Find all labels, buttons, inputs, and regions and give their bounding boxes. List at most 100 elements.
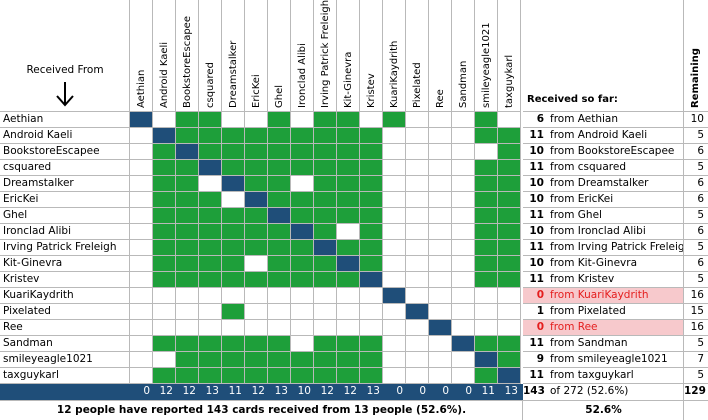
received-cell (199, 208, 222, 224)
empty-cell (360, 304, 383, 320)
row-name: Kristev (0, 272, 130, 288)
received-from-text: from Pixelated (546, 304, 684, 320)
received-cell (475, 256, 498, 272)
empty-cell (429, 176, 452, 192)
received-cell (314, 112, 337, 128)
self-cell (475, 352, 498, 368)
received-cell (291, 256, 314, 272)
empty-cell (452, 192, 475, 208)
empty-cell (130, 208, 153, 224)
remaining-count: 5 (684, 240, 708, 256)
column-total: 11 (228, 385, 242, 397)
empty-cell (475, 144, 498, 160)
received-cell (199, 128, 222, 144)
remaining-count: 5 (684, 368, 708, 384)
received-cell (222, 256, 245, 272)
column-header-label: taxguykarl (504, 54, 515, 108)
received-cell (291, 240, 314, 256)
empty-cell (452, 368, 475, 384)
empty-cell (452, 208, 475, 224)
received-cell (360, 336, 383, 352)
remaining-count: 16 (684, 288, 708, 304)
received-cell (199, 368, 222, 384)
empty-cell (406, 320, 429, 336)
received-count: 11 (523, 368, 546, 384)
received-count: 11 (523, 240, 546, 256)
received-cell (268, 240, 291, 256)
row-name: Aethian (0, 112, 130, 128)
column-header-label: Android Kaeli (159, 41, 170, 108)
column-total: 11 (481, 385, 495, 397)
received-count: 0 (523, 320, 546, 336)
empty-cell (406, 368, 429, 384)
received-from-text: from smileyeagle1021 (546, 352, 684, 368)
empty-cell (406, 240, 429, 256)
received-from-text: from Ironclad Alibi (546, 224, 684, 240)
footer-divider (522, 400, 523, 420)
received-cell (222, 208, 245, 224)
received-cell (222, 224, 245, 240)
received-cell (360, 256, 383, 272)
summary-text: 12 people have reported 143 cards receiv… (56, 404, 467, 416)
remaining-count: 5 (684, 336, 708, 352)
received-cell (153, 368, 176, 384)
received-cell (245, 240, 268, 256)
column-total: 13 (366, 385, 380, 397)
received-cell (475, 272, 498, 288)
empty-cell (291, 304, 314, 320)
empty-cell (406, 352, 429, 368)
empty-cell (337, 320, 360, 336)
empty-cell (452, 160, 475, 176)
empty-cell (130, 224, 153, 240)
received-from-text: from Irving Patrick Freleigh (546, 240, 684, 256)
column-header: KuariKaydrith (383, 0, 406, 112)
empty-cell (130, 352, 153, 368)
received-cell (291, 352, 314, 368)
received-cell (498, 272, 521, 288)
received-cell (199, 336, 222, 352)
column-header-label: Ghel (274, 84, 285, 108)
empty-cell (452, 272, 475, 288)
received-cell (222, 352, 245, 368)
received-cell (314, 208, 337, 224)
empty-cell (383, 240, 406, 256)
received-cell (245, 144, 268, 160)
empty-cell (406, 208, 429, 224)
received-count: 10 (523, 256, 546, 272)
received-cell (153, 208, 176, 224)
empty-cell (429, 256, 452, 272)
received-cell (176, 112, 199, 128)
empty-cell (429, 240, 452, 256)
received-cell (314, 368, 337, 384)
empty-cell (245, 256, 268, 272)
received-cell (475, 192, 498, 208)
received-cell (222, 336, 245, 352)
row-name: Sandman (0, 336, 130, 352)
received-cell (291, 144, 314, 160)
row-name: Pixelated (0, 304, 130, 320)
empty-cell (406, 112, 429, 128)
received-cell (199, 240, 222, 256)
empty-cell (406, 272, 429, 288)
column-header: smileyeagle1021 (475, 0, 498, 112)
received-cell (153, 176, 176, 192)
empty-cell (383, 128, 406, 144)
received-cell (222, 128, 245, 144)
empty-cell (222, 288, 245, 304)
empty-cell (130, 240, 153, 256)
received-cell (245, 352, 268, 368)
empty-cell (498, 320, 521, 336)
column-header: Ree (429, 0, 452, 112)
row-name: Kit-Ginevra (0, 256, 130, 272)
received-count: 0 (523, 288, 546, 304)
empty-cell (130, 128, 153, 144)
received-cell (199, 192, 222, 208)
empty-cell (199, 176, 222, 192)
received-cell (176, 352, 199, 368)
column-header: Irving Patrick Freleigh (314, 0, 337, 112)
received-cell (337, 112, 360, 128)
received-cell (291, 208, 314, 224)
empty-cell (314, 304, 337, 320)
received-from-text: from taxguykarl (546, 368, 684, 384)
row-name: csquared (0, 160, 130, 176)
